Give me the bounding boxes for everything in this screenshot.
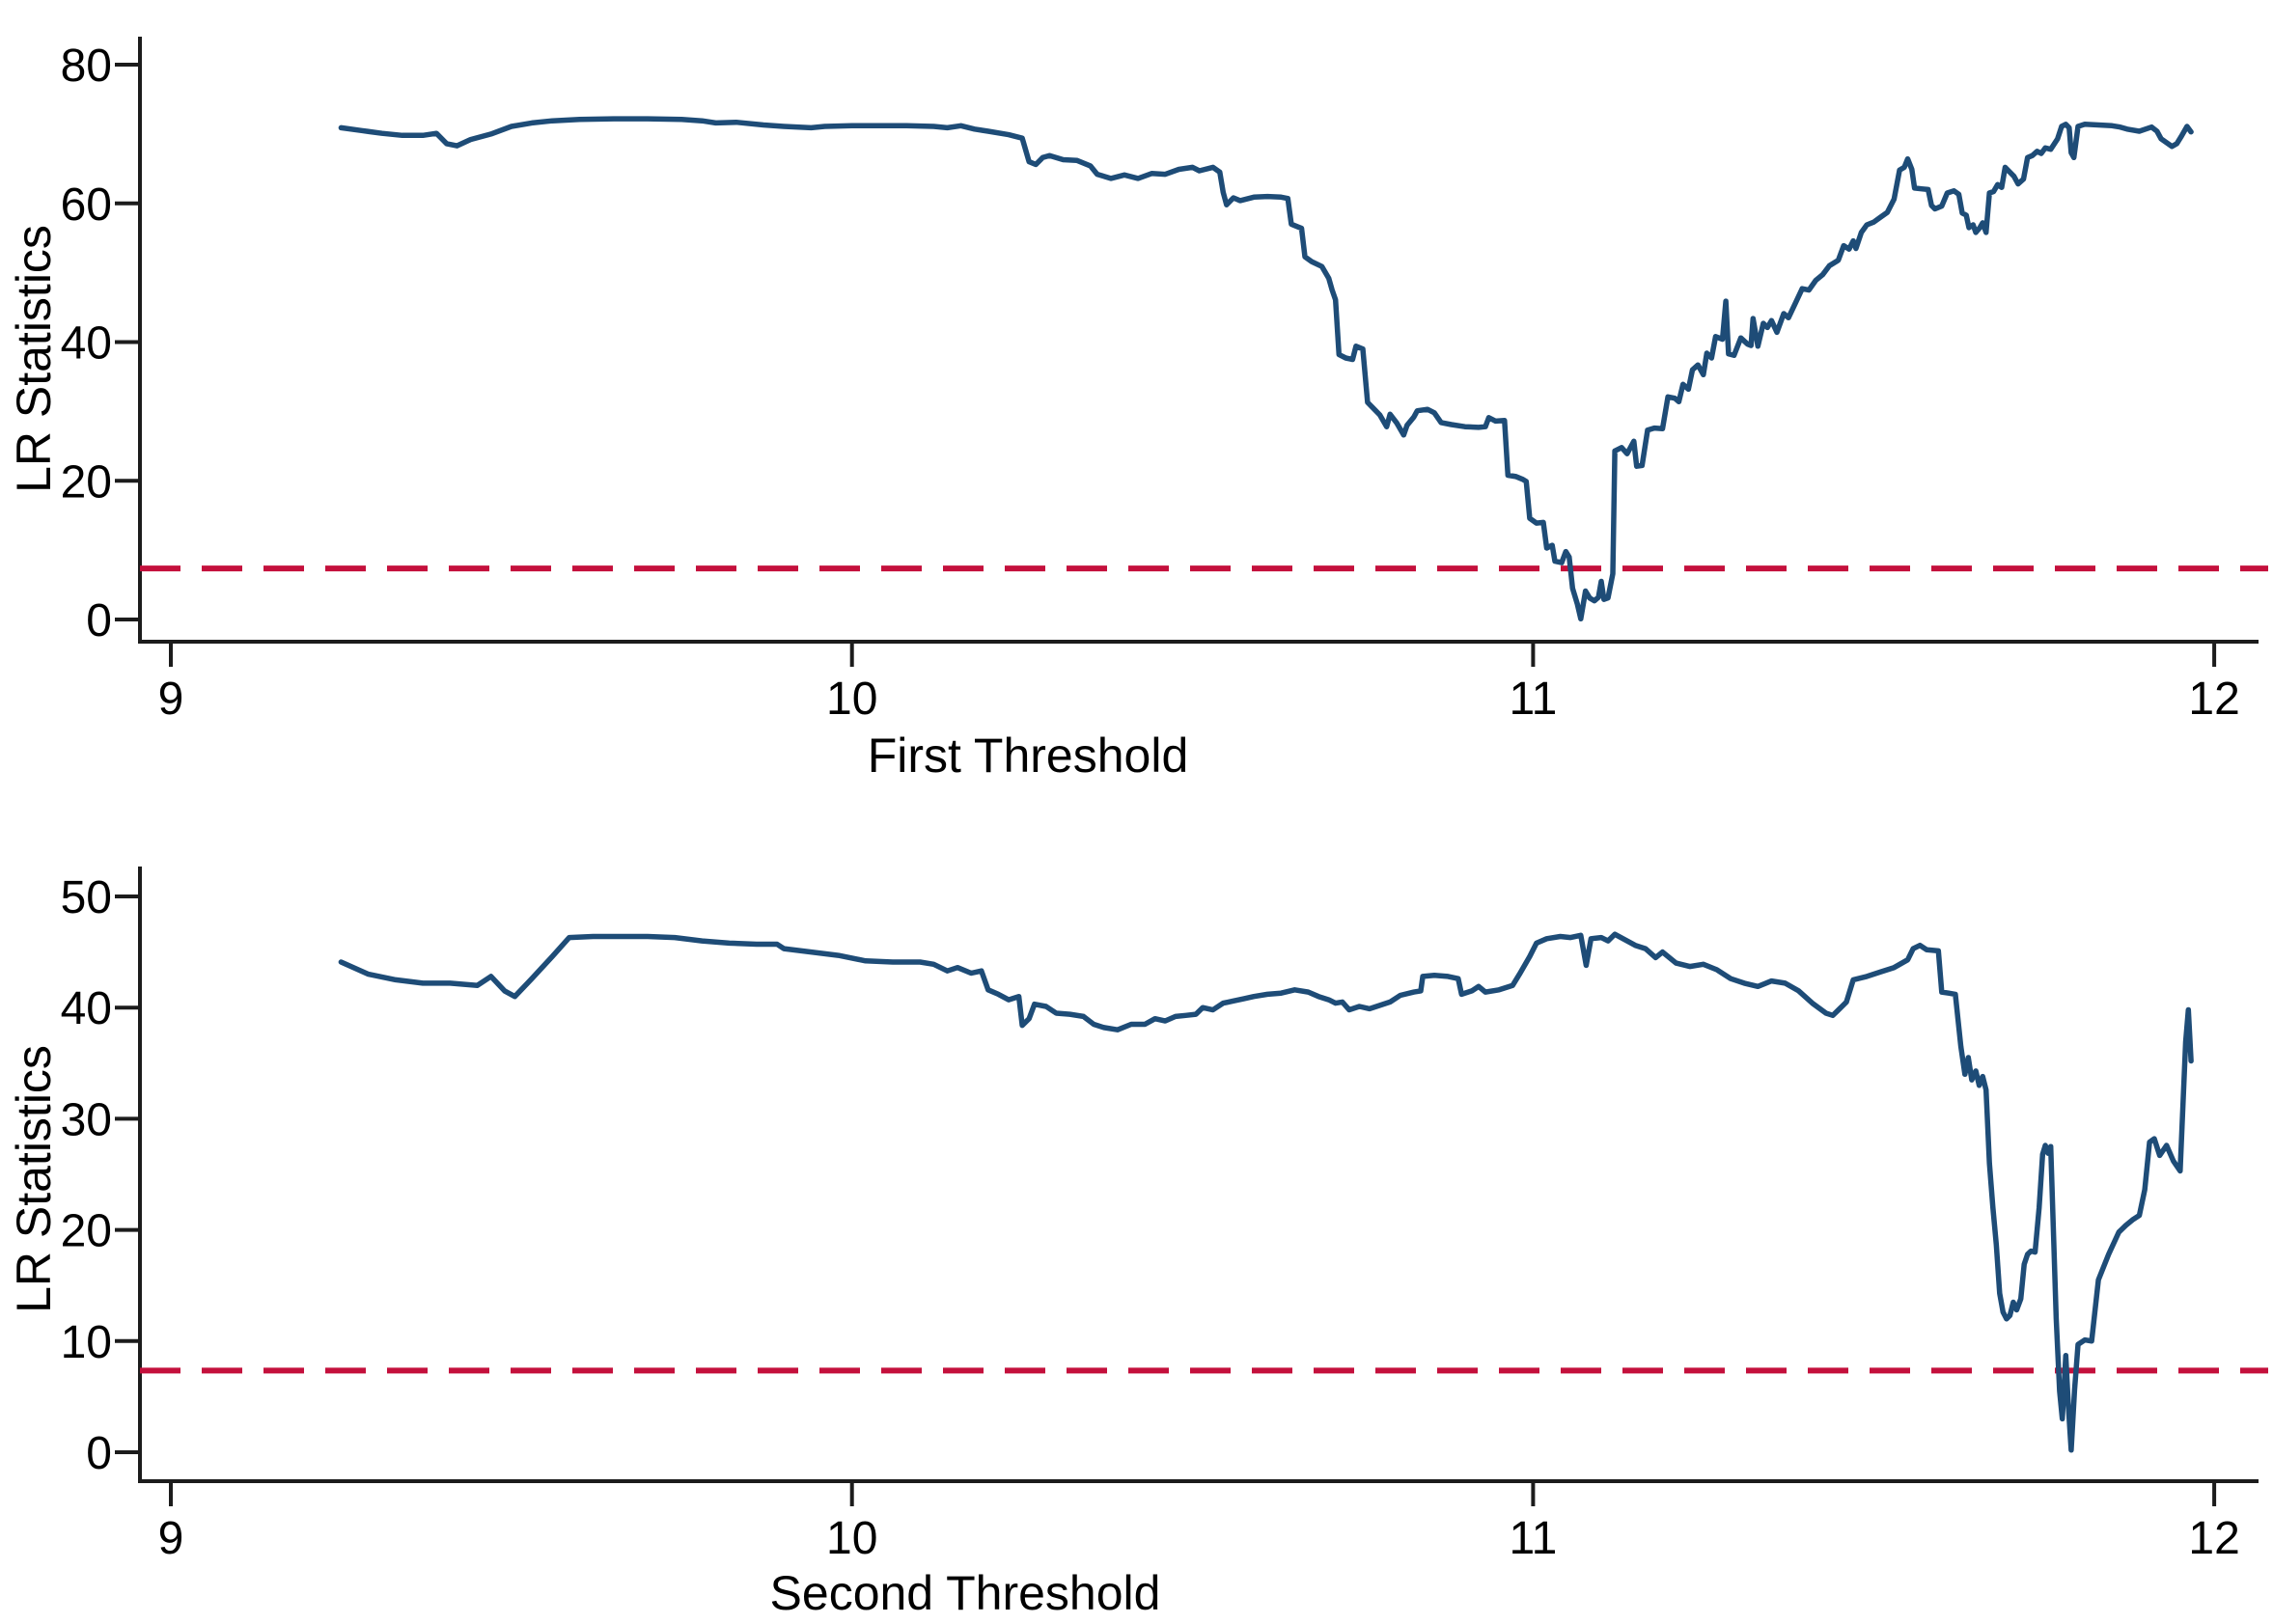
y-tick-label: 20 bbox=[61, 1206, 112, 1257]
x-tick-label: 9 bbox=[158, 674, 184, 725]
first-threshold-panel: 0 20 40 60 80 9 10 11 12 LR Statistics First Thr… bbox=[7, 37, 2268, 783]
y-tick-label: 20 bbox=[61, 456, 112, 508]
y-axis-title: LR Statistics bbox=[7, 225, 61, 493]
second-threshold-panel: 0 10 20 30 40 50 9 10 11 12 LR Statistics Second … bbox=[7, 867, 2268, 1620]
y-axis-title: LR Statistics bbox=[7, 1045, 61, 1313]
x-tick-label: 10 bbox=[826, 674, 877, 725]
second-threshold-plot: 0 10 20 30 40 50 9 10 11 12 bbox=[61, 867, 2268, 1564]
x-tick-label: 12 bbox=[2188, 1513, 2239, 1564]
x-tick-label: 10 bbox=[826, 1513, 877, 1564]
axis-lines bbox=[138, 867, 2259, 1483]
x-tick-label: 11 bbox=[1509, 674, 1557, 725]
y-tick-label: 60 bbox=[61, 179, 112, 231]
y-tick-label: 40 bbox=[61, 983, 112, 1034]
y-tick-label: 30 bbox=[61, 1094, 112, 1145]
lr-statistic-line bbox=[338, 116, 2194, 622]
y-tick-label: 80 bbox=[61, 41, 112, 92]
y-tick-label: 0 bbox=[86, 595, 112, 647]
x-axis-title: First Threshold bbox=[868, 729, 1189, 783]
first-threshold-plot: 0 20 40 60 80 9 10 11 12 bbox=[61, 37, 2268, 725]
x-axis-title: Second Threshold bbox=[770, 1566, 1161, 1620]
y-tick-label: 40 bbox=[61, 318, 112, 370]
x-tick-label: 11 bbox=[1509, 1513, 1557, 1564]
x-tick-label: 9 bbox=[158, 1513, 184, 1564]
y-tick-label: 0 bbox=[86, 1428, 112, 1479]
y-tick-label: 10 bbox=[61, 1317, 112, 1368]
x-tick-label: 12 bbox=[2188, 674, 2239, 725]
y-tick-label: 50 bbox=[61, 872, 112, 923]
axis-lines bbox=[138, 37, 2259, 644]
lr-statistic-line bbox=[338, 931, 2194, 1453]
